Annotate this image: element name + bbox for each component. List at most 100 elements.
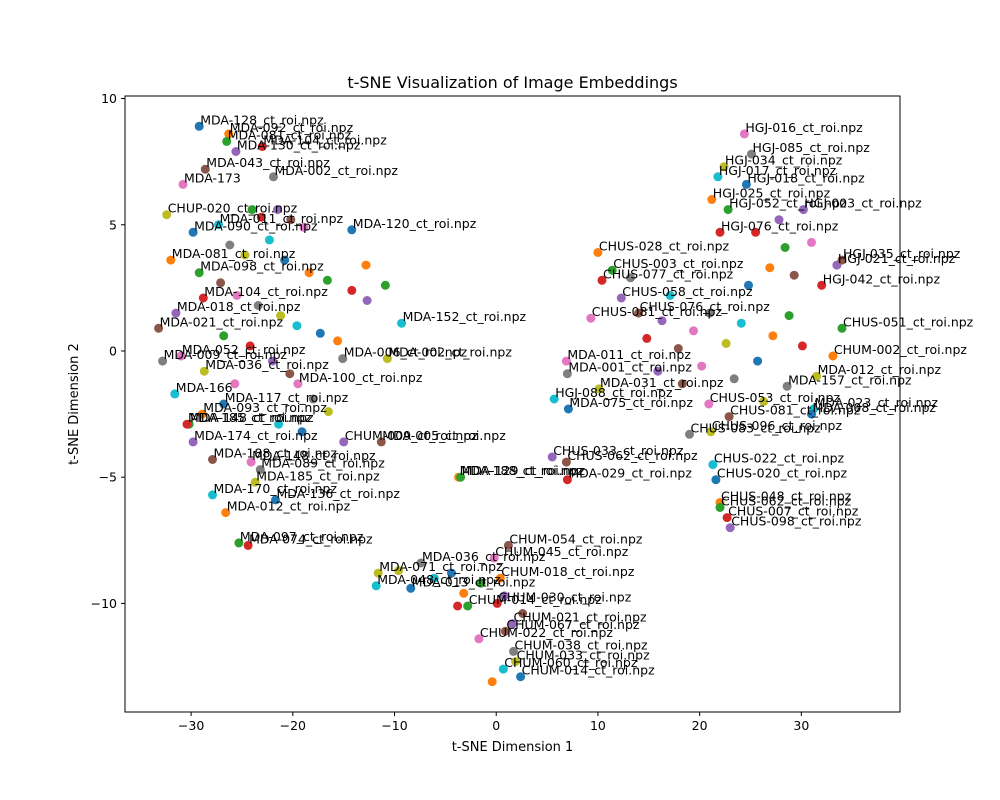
scatter-point — [487, 677, 497, 687]
y-tick-label: 10 — [101, 91, 117, 106]
point-label: MDA-166 — [176, 380, 233, 395]
point-label: HGJ-018_ct_roi.npz — [747, 170, 865, 185]
scatter-point — [561, 356, 571, 366]
scatter-point — [245, 341, 255, 351]
scatter-point — [285, 369, 295, 379]
scatter-point — [250, 477, 260, 487]
scatter-point — [492, 598, 502, 608]
point-label: CHUS-081_ct_roi.npz — [730, 403, 861, 418]
scatter-point — [171, 308, 181, 318]
point-label: HGJ-035_ct_roi.npz — [843, 246, 961, 261]
point-label: HGJ-034_ct_roi.npz — [725, 153, 843, 168]
scatter-point — [208, 490, 217, 500]
scatter-point — [299, 222, 309, 232]
chart-title: t-SNE Visualization of Image Embeddings — [347, 73, 677, 92]
point-label: MDA-081_ct_roi.npz — [172, 246, 296, 261]
point-label: MDA-136_ct_roi.npz — [277, 486, 401, 501]
scatter-point — [194, 268, 204, 278]
scatter-point — [489, 553, 499, 563]
y-tick-label: −5 — [99, 470, 117, 485]
scatter-point — [500, 626, 510, 636]
scatter-point — [347, 285, 357, 295]
scatter-point — [586, 313, 596, 323]
scatter-point — [194, 121, 204, 131]
scatter-point — [154, 323, 164, 333]
scatter-point — [459, 588, 469, 598]
point-label: MDA-173 — [184, 170, 241, 185]
point-label: MDA-011_ct_roi.npz — [567, 347, 691, 362]
point-label: CHUS-022_ct_roi.npz — [714, 451, 845, 466]
scatter-point — [158, 356, 168, 366]
point-label: CHUM-018_ct_roi.npz — [501, 564, 635, 579]
scatter-point — [498, 664, 508, 674]
scatter-point — [594, 384, 604, 394]
scatter-point — [304, 268, 314, 278]
point-label: MDA-012_ct_roi.npz — [818, 362, 942, 377]
scatter-point — [243, 540, 253, 550]
point-label: CHUS-033_ct_roi.npz — [553, 443, 684, 458]
point-label: MDA-104_ct_roi.npz — [263, 133, 387, 148]
scatter-point — [257, 142, 267, 151]
point-label: CHUM-022_ct_roi.npz — [480, 625, 614, 640]
scatter-point — [273, 205, 283, 215]
x-axis-ticks: −30 −20 −10 0 10 20 30 — [178, 712, 809, 733]
scatter-point — [362, 296, 372, 305]
point-label: CHUM-045_ct_roi.npz — [495, 544, 629, 559]
scatter-point — [188, 437, 198, 447]
scatter-point — [256, 212, 266, 222]
point-label: MDA-005_ct_roi.npz — [382, 428, 506, 443]
point-label: MDA-170_ct_roi.npz — [214, 481, 338, 496]
point-label: MDA-089_ct_roi.npz — [261, 456, 385, 471]
scatter-point — [657, 316, 667, 326]
scatter-point — [397, 318, 407, 328]
scatter-point — [736, 318, 746, 328]
scatter-point — [729, 374, 739, 384]
scatter-point — [708, 460, 718, 470]
y-axis-label: t-SNE Dimension 2 — [67, 343, 82, 465]
scatter-point — [739, 129, 749, 139]
scatter-point — [286, 215, 296, 225]
scatter-point — [704, 399, 714, 409]
point-label: MDA-185_ct_roi.npz — [188, 410, 312, 425]
scatter-point — [198, 293, 208, 303]
scatter-point — [292, 321, 302, 331]
scatter-point — [376, 437, 386, 447]
point-label: MDA-036_ct_roi.npz — [205, 357, 329, 372]
scatter-point — [508, 619, 517, 629]
scatter-point — [221, 508, 231, 518]
point-label: CHUS-028_ct_roi.npz — [599, 239, 730, 254]
scatter-point — [503, 540, 513, 550]
point-label: MDA-188_ct_roi.npz — [460, 463, 584, 478]
point-label: MDA-104_ct_roi.npz — [204, 284, 328, 299]
point-label: HGJ-017_ct_roi.npz — [719, 163, 837, 178]
point-label: MDA-174_ct_roi.npz — [194, 428, 318, 443]
scatter-point — [518, 609, 528, 618]
scatter-point — [499, 591, 509, 601]
point-label: MDA-129_ct_roi.npz — [462, 463, 586, 478]
scatter-point — [347, 225, 357, 235]
point-label: CHUS-003_ct_roi.npz — [613, 256, 744, 271]
point-label: MDA-092_ct_roi.npz — [230, 120, 354, 135]
scatter-point — [371, 581, 381, 591]
x-tick-label: 0 — [492, 718, 500, 733]
scatter-point — [297, 427, 307, 437]
scatter-point — [225, 240, 235, 250]
scatter-point — [723, 205, 733, 215]
scatter-point — [673, 344, 683, 353]
scatter-point — [208, 455, 217, 464]
scatter-point — [495, 573, 505, 583]
scatter-point — [715, 503, 725, 512]
scatter-point — [713, 172, 723, 182]
point-label: HGJ-025_ct_roi.npz — [713, 186, 831, 201]
scatter-point — [234, 538, 244, 548]
point-label: MDA-002_ct_roi.npz — [388, 345, 512, 360]
scatter-point — [774, 215, 784, 225]
point-label: MDA-031_ct_roi.npz — [600, 375, 724, 390]
y-tick-label: −10 — [91, 596, 117, 611]
scatter-point — [274, 419, 284, 429]
scatter-point — [665, 290, 675, 300]
point-label: CHUS-098_ct_roi.npz — [731, 514, 862, 529]
scatter-point — [429, 573, 439, 583]
point-label: MDA-130_ct_roi.npz — [237, 138, 361, 153]
